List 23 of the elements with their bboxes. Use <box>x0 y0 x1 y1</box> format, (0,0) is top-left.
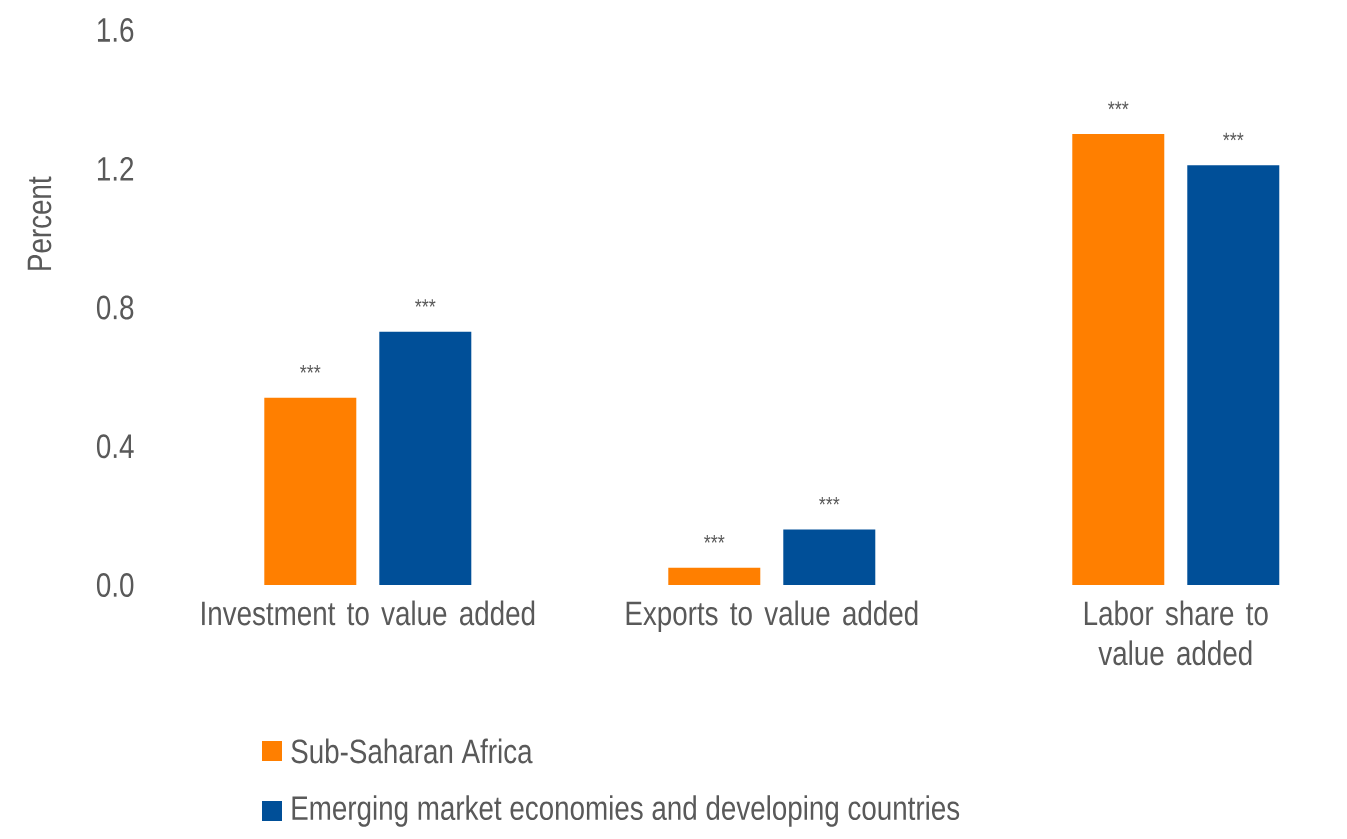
y-tick-label: 1.2 <box>97 156 134 181</box>
bar <box>264 397 357 585</box>
bar <box>783 529 876 585</box>
bar <box>1072 134 1165 585</box>
y-tick-label: 1.6 <box>97 18 134 42</box>
data-label: *** <box>819 496 840 505</box>
bar <box>379 331 472 585</box>
y-axis-title: Percent <box>27 176 52 270</box>
x-tick-label: Investment to value added <box>202 600 535 626</box>
legend-label: Sub-Saharan Africa <box>291 738 533 764</box>
y-tick-label: 0.4 <box>96 434 134 459</box>
data-label: *** <box>415 299 436 307</box>
bar <box>668 567 761 585</box>
legend-label: Emerging market economies and developing countries <box>292 795 960 827</box>
y-tick-label: 0.8 <box>96 295 134 320</box>
data-label: *** <box>1223 132 1244 141</box>
data-label: *** <box>704 535 725 543</box>
data-label: *** <box>300 365 321 373</box>
x-tick-label: Labor share to value added <box>1084 600 1268 666</box>
data-label: *** <box>1108 101 1129 110</box>
y-tick-label: 0.0 <box>96 573 134 597</box>
bar <box>1187 165 1280 585</box>
x-tick-label: Exports to value added <box>626 600 918 633</box>
